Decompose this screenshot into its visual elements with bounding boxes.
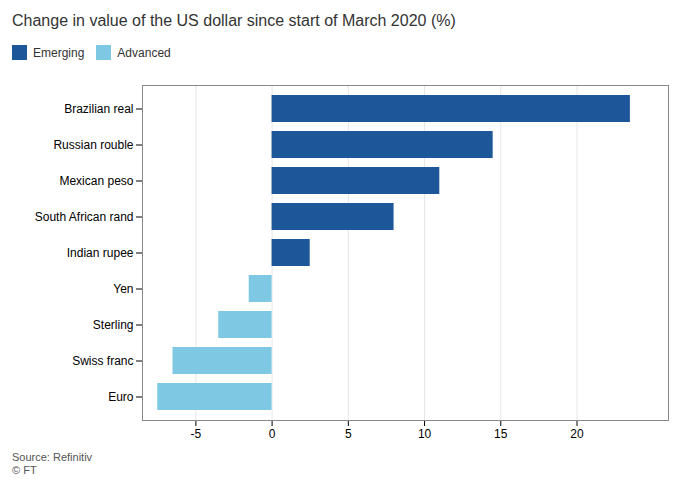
html-text:Source: Refinitiv: Source: Refinitiv [12,451,93,463]
svg-text:Euro: Euro [108,390,134,404]
svg-text:Mexican peso: Mexican peso [59,174,133,188]
svg-text:Swiss franc: Swiss franc [72,354,133,368]
html-text:Advanced: Advanced [117,45,171,60]
svg-text:Sterling: Sterling [93,318,134,332]
svg-text:-5: -5 [191,427,202,441]
html-text:Change in value of the US doll: Change in value of the US dollar since s… [12,12,456,29]
svg-text:Russian rouble: Russian rouble [53,138,133,152]
svg-text:10: 10 [418,427,432,441]
svg-text:20: 20 [570,427,584,441]
svg-text:0: 0 [269,427,276,441]
svg-text:Indian rupee: Indian rupee [67,246,134,260]
svg-text:South African rand: South African rand [35,210,134,224]
svg-text:5: 5 [345,427,352,441]
svg-text:15: 15 [494,427,508,441]
html-text:Emerging: Emerging [33,45,85,60]
html-text:© FT: © FT [12,464,37,476]
svg-text:Brazilian real: Brazilian real [64,102,133,116]
svg-text:Yen: Yen [113,282,133,296]
